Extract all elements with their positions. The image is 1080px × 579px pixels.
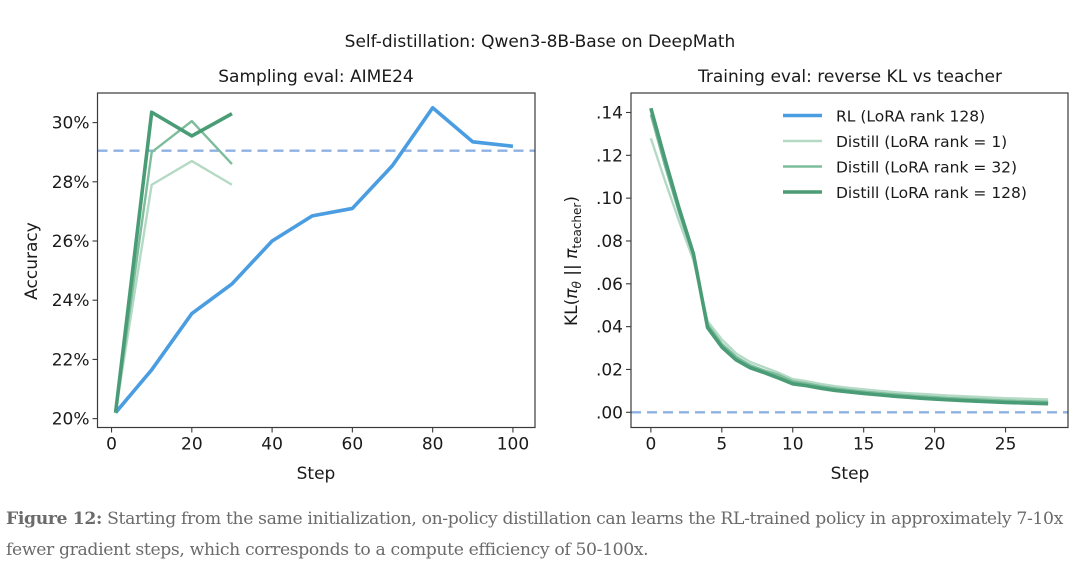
kl-y-label-pi-teacher: π bbox=[562, 248, 582, 259]
kl-y-label-pi-theta: π bbox=[562, 288, 582, 299]
kl-x-tick-label: 15 bbox=[853, 435, 875, 455]
legend-label-distill-rank-1: Distill (LoRA rank = 1) bbox=[836, 133, 1007, 151]
kl-axis-ticks: 0 5 10 15 20 25 .00 .02 .04 .06 .08 .10 .12 .14 bbox=[596, 103, 1016, 454]
accuracy-y-tick-label: 30% bbox=[52, 114, 90, 134]
accuracy-x-tick-label: 20 bbox=[181, 435, 203, 455]
kl-y-tick-label: .02 bbox=[596, 360, 623, 380]
accuracy-series-distill-rank-32 bbox=[114, 119, 233, 413]
kl-plot-frame bbox=[630, 92, 1069, 429]
kl-lines bbox=[631, 107, 1068, 414]
accuracy-axis-ticks: 0 20 40 60 80 100 20% 22% 24% 26% 28% 30% bbox=[52, 114, 529, 455]
accuracy-x-tick-label: 60 bbox=[342, 435, 364, 455]
legend-label-distill-rank-32: Distill (LoRA rank = 32) bbox=[836, 159, 1017, 177]
kl-chart-title: Training eval: reverse KL vs teacher bbox=[697, 67, 1002, 87]
kl-y-label-suffix: ) bbox=[562, 196, 582, 203]
legend: RL (LoRA rank 128) Distill (LoRA rank = … bbox=[783, 108, 1027, 202]
kl-x-tick-label: 25 bbox=[995, 435, 1017, 455]
kl-y-tick-label: .12 bbox=[596, 146, 623, 166]
kl-series-distill-rank-1 bbox=[649, 137, 1049, 401]
kl-series-distill-rank-128 bbox=[649, 107, 1049, 406]
kl-x-tick-label: 20 bbox=[924, 435, 946, 455]
accuracy-y-tick-label: 20% bbox=[52, 410, 90, 430]
figure-title: Self-distillation: Qwen3-8B-Base on Deep… bbox=[345, 32, 736, 52]
kl-panel: Training eval: reverse KL vs teacher KL(… bbox=[562, 67, 1069, 484]
accuracy-x-tick-label: 80 bbox=[422, 435, 444, 455]
accuracy-series-distill-rank-1 bbox=[114, 159, 233, 413]
accuracy-x-tick-label: 0 bbox=[106, 435, 117, 455]
kl-y-tick-label: .04 bbox=[596, 318, 623, 338]
accuracy-y-tick-label: 28% bbox=[52, 173, 90, 193]
kl-y-label-theta-subscript: θ bbox=[570, 280, 584, 288]
kl-y-axis-label: KL(πθ || πteacher) bbox=[562, 196, 584, 326]
kl-series-distill-rank-32 bbox=[649, 114, 1049, 403]
accuracy-chart-title: Sampling eval: AIME24 bbox=[218, 67, 413, 87]
kl-x-tick-label: 0 bbox=[645, 435, 656, 455]
accuracy-x-tick-label: 100 bbox=[497, 435, 529, 455]
kl-y-tick-label: .10 bbox=[596, 189, 623, 209]
kl-y-label-separator: || bbox=[562, 259, 582, 281]
kl-y-label-prefix: KL( bbox=[562, 299, 582, 326]
figure: Self-distillation: Qwen3-8B-Base on Deep… bbox=[22, 32, 1069, 484]
kl-x-tick-label: 10 bbox=[782, 435, 804, 455]
kl-y-tick-label: .08 bbox=[596, 232, 623, 252]
caption-label: Figure 12: bbox=[6, 509, 102, 529]
legend-label-distill-rank-128: Distill (LoRA rank = 128) bbox=[836, 184, 1027, 202]
legend-label-rl: RL (LoRA rank 128) bbox=[836, 108, 985, 126]
accuracy-y-tick-label: 22% bbox=[52, 350, 90, 370]
accuracy-y-axis-label: Accuracy bbox=[22, 222, 42, 300]
kl-y-tick-label: .00 bbox=[596, 403, 623, 423]
kl-x-axis-label: Step bbox=[831, 464, 870, 484]
kl-x-tick-label: 5 bbox=[716, 435, 727, 455]
kl-y-label-teacher-subscript: teacher bbox=[570, 203, 584, 249]
accuracy-lines bbox=[97, 106, 535, 414]
figure-caption: Figure 12: Starting from the same initia… bbox=[6, 504, 1076, 566]
accuracy-panel: Sampling eval: AIME24 Accuracy Step 0 20 4… bbox=[22, 67, 536, 484]
caption-text: Starting from the same initialization, o… bbox=[6, 509, 1063, 560]
accuracy-plot-frame bbox=[96, 92, 536, 429]
accuracy-series-rl bbox=[114, 106, 514, 414]
accuracy-x-axis-label: Step bbox=[297, 464, 336, 484]
accuracy-y-tick-label: 24% bbox=[52, 291, 90, 311]
kl-y-tick-label: .06 bbox=[596, 275, 623, 295]
accuracy-y-tick-label: 26% bbox=[52, 232, 90, 252]
kl-y-tick-label: .14 bbox=[596, 103, 623, 123]
accuracy-x-tick-label: 40 bbox=[261, 435, 283, 455]
accuracy-series-distill-rank-128 bbox=[113, 110, 233, 413]
